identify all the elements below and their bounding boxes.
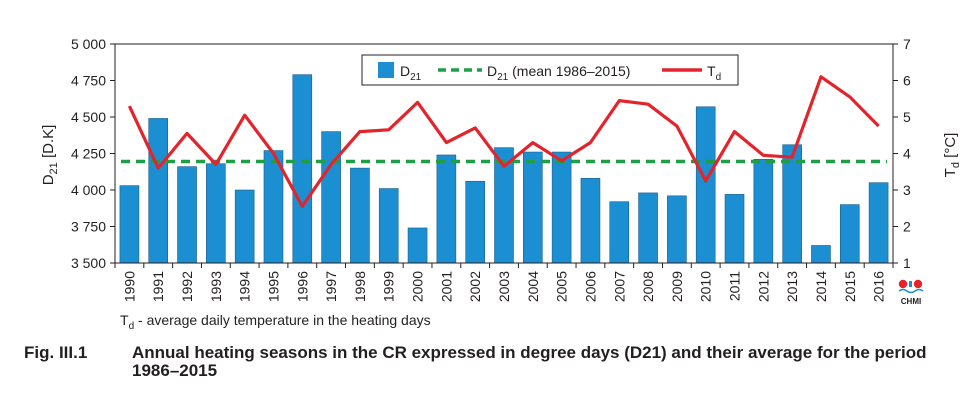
x-tick-label: 2014 [813, 271, 829, 302]
legend-label-d21: D21 [400, 63, 422, 83]
x-tick-label: 2007 [611, 271, 627, 302]
caption-text: Annual heating seasons in the CR express… [132, 343, 927, 380]
bar-d21 [148, 118, 169, 264]
y-left-tick-label: 4 750 [71, 73, 106, 89]
bar-d21 [407, 227, 428, 264]
y-left-tick-label: 4 500 [71, 109, 106, 125]
bar-d21 [321, 131, 341, 264]
x-tick-label: 1992 [179, 271, 195, 302]
x-tick-label: 2000 [410, 271, 426, 302]
series-lines [121, 75, 887, 208]
footnote-symbol: T [120, 312, 129, 328]
bar-d21 [811, 245, 831, 264]
bar-d21 [436, 154, 457, 264]
x-tick-label: 2015 [842, 271, 858, 302]
x-tick-label: 1990 [121, 271, 137, 302]
x-axis-labels: 1990 1991 1992 1993 1994 1995 1996 1997 1998 1999… [114, 263, 894, 302]
bar-d21 [839, 204, 860, 264]
chart: 3 500 3 750 4 000 4 250 4 500 4 750 5 000 1 2 3 4… [40, 36, 962, 306]
logo-dot-left [898, 279, 908, 289]
x-tick-label: 2012 [755, 271, 771, 302]
x-tick-label: 2006 [582, 271, 598, 302]
chmi-logo: CHMI [898, 279, 924, 306]
x-tick-label: 2010 [698, 271, 714, 302]
x-tick-label: 1993 [208, 271, 224, 302]
bar-d21 [580, 178, 601, 264]
left-axis-ticks: 3 500 3 750 4 000 4 250 4 500 4 750 5 000 [71, 36, 115, 271]
plot-frame [114, 43, 894, 264]
y-right-tick-label: 7 [903, 36, 911, 52]
x-tick-label: 1998 [352, 271, 368, 302]
y-left-tick-label: 4 250 [71, 146, 106, 162]
x-tick-label: 2016 [871, 271, 887, 302]
bars-d21 [119, 74, 889, 264]
legend-label-td: Td [707, 63, 721, 83]
x-tick-label: 2009 [669, 271, 685, 302]
right-axis-ticks: 1 2 3 4 5 6 7 [893, 36, 911, 271]
bar-d21 [609, 201, 630, 264]
y-right-tick-label: 4 [903, 146, 911, 162]
bar-d21 [638, 192, 658, 264]
y-right-tick-label: 3 [903, 182, 911, 198]
logo-mark [909, 281, 912, 287]
legend-label-d21-mean: D21 (mean 1986–2015) [487, 63, 630, 83]
bar-d21 [667, 195, 687, 264]
legend-swatch-d21 [378, 62, 394, 78]
x-tick-label: 1991 [150, 271, 166, 302]
bar-d21 [465, 180, 485, 264]
bar-d21 [206, 163, 226, 264]
x-tick-label: 1995 [265, 271, 281, 302]
y-right-tick-label: 6 [903, 73, 911, 89]
x-tick-label: 2011 [727, 271, 743, 301]
y-left-tick-label: 3 500 [71, 255, 106, 271]
bar-d21 [868, 182, 889, 264]
bar-d21 [724, 194, 745, 264]
logo-text: CHMI [901, 297, 921, 306]
legend: D21 D21 (mean 1986–2015) Td [361, 54, 739, 86]
x-tick-label: 2013 [784, 271, 800, 302]
bar-d21 [177, 166, 197, 264]
x-tick-label: 1994 [237, 271, 253, 302]
bar-d21 [350, 167, 370, 264]
logo-dot-right [913, 279, 923, 289]
bar-d21 [234, 189, 255, 264]
line-td [127, 75, 880, 208]
y-left-tick-label: 4 000 [71, 182, 106, 198]
x-tick-label: 2001 [438, 271, 454, 302]
footnote-text: - average daily temperature in the heati… [134, 312, 431, 328]
y-left-tick-label: 5 000 [71, 36, 106, 52]
bar-d21 [292, 74, 313, 264]
x-tick-label: 1997 [323, 271, 339, 302]
bar-d21 [119, 185, 140, 264]
bar-d21 [695, 106, 716, 264]
x-tick-label: 2005 [554, 271, 570, 302]
y-left-axis-title: D21 [D.K] [40, 125, 60, 186]
footnote: Td - average daily temperature in the he… [120, 312, 431, 332]
figure-caption: Fig. III.1 Annual heating seasons in the … [24, 344, 954, 380]
bar-d21 [753, 159, 774, 264]
footnote-symbol-sub: d [128, 320, 135, 332]
x-tick-label: 2002 [467, 271, 483, 302]
y-right-axis-title: Td [°C] [942, 133, 962, 178]
bar-d21 [551, 151, 572, 264]
caption-label: Fig. III.1 [24, 343, 88, 362]
x-tick-label: 1996 [294, 271, 310, 302]
y-left-tick-label: 3 750 [71, 219, 106, 235]
x-tick-label: 2004 [525, 271, 541, 302]
y-right-tick-label: 1 [903, 255, 911, 271]
x-tick-label: 2003 [496, 271, 512, 302]
logo-wave [898, 288, 924, 294]
y-right-tick-label: 2 [903, 219, 911, 235]
bar-d21 [378, 188, 399, 264]
x-tick-label: 2008 [640, 271, 656, 302]
bar-d21 [523, 151, 543, 264]
x-tick-label: 1999 [381, 271, 397, 302]
y-right-tick-label: 5 [903, 109, 911, 125]
